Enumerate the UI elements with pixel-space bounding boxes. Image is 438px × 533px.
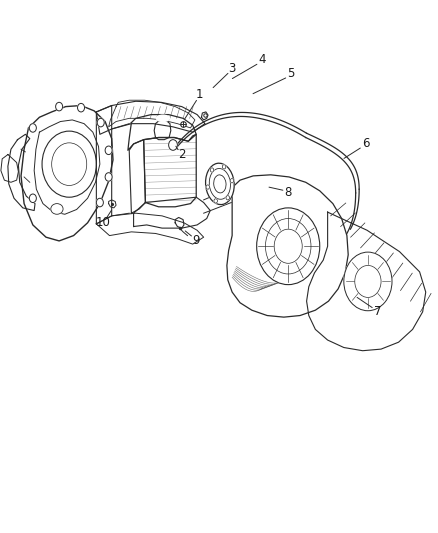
- Text: 3: 3: [229, 62, 236, 75]
- Ellipse shape: [51, 204, 63, 214]
- Circle shape: [169, 140, 177, 150]
- Circle shape: [56, 102, 63, 111]
- Text: 5: 5: [288, 67, 295, 80]
- Ellipse shape: [156, 115, 170, 122]
- Text: 1: 1: [195, 88, 203, 101]
- Circle shape: [210, 168, 214, 172]
- Circle shape: [214, 199, 217, 203]
- Circle shape: [206, 185, 209, 189]
- Text: 8: 8: [285, 187, 292, 199]
- Ellipse shape: [205, 163, 234, 205]
- Ellipse shape: [214, 175, 226, 193]
- Circle shape: [274, 229, 302, 263]
- Text: 7: 7: [374, 305, 381, 318]
- Circle shape: [223, 165, 226, 169]
- Text: 4: 4: [258, 53, 266, 66]
- Circle shape: [96, 198, 103, 207]
- Circle shape: [257, 208, 320, 285]
- Text: 9: 9: [192, 235, 200, 247]
- Circle shape: [226, 196, 230, 200]
- Circle shape: [97, 118, 104, 127]
- Text: 10: 10: [95, 216, 110, 229]
- Circle shape: [105, 146, 112, 155]
- Circle shape: [42, 131, 96, 197]
- Circle shape: [29, 194, 36, 203]
- Circle shape: [230, 179, 234, 183]
- Circle shape: [105, 173, 112, 181]
- Circle shape: [78, 103, 85, 112]
- Circle shape: [344, 252, 392, 311]
- Text: 2: 2: [178, 148, 186, 161]
- Text: 6: 6: [362, 138, 370, 150]
- Circle shape: [29, 124, 36, 132]
